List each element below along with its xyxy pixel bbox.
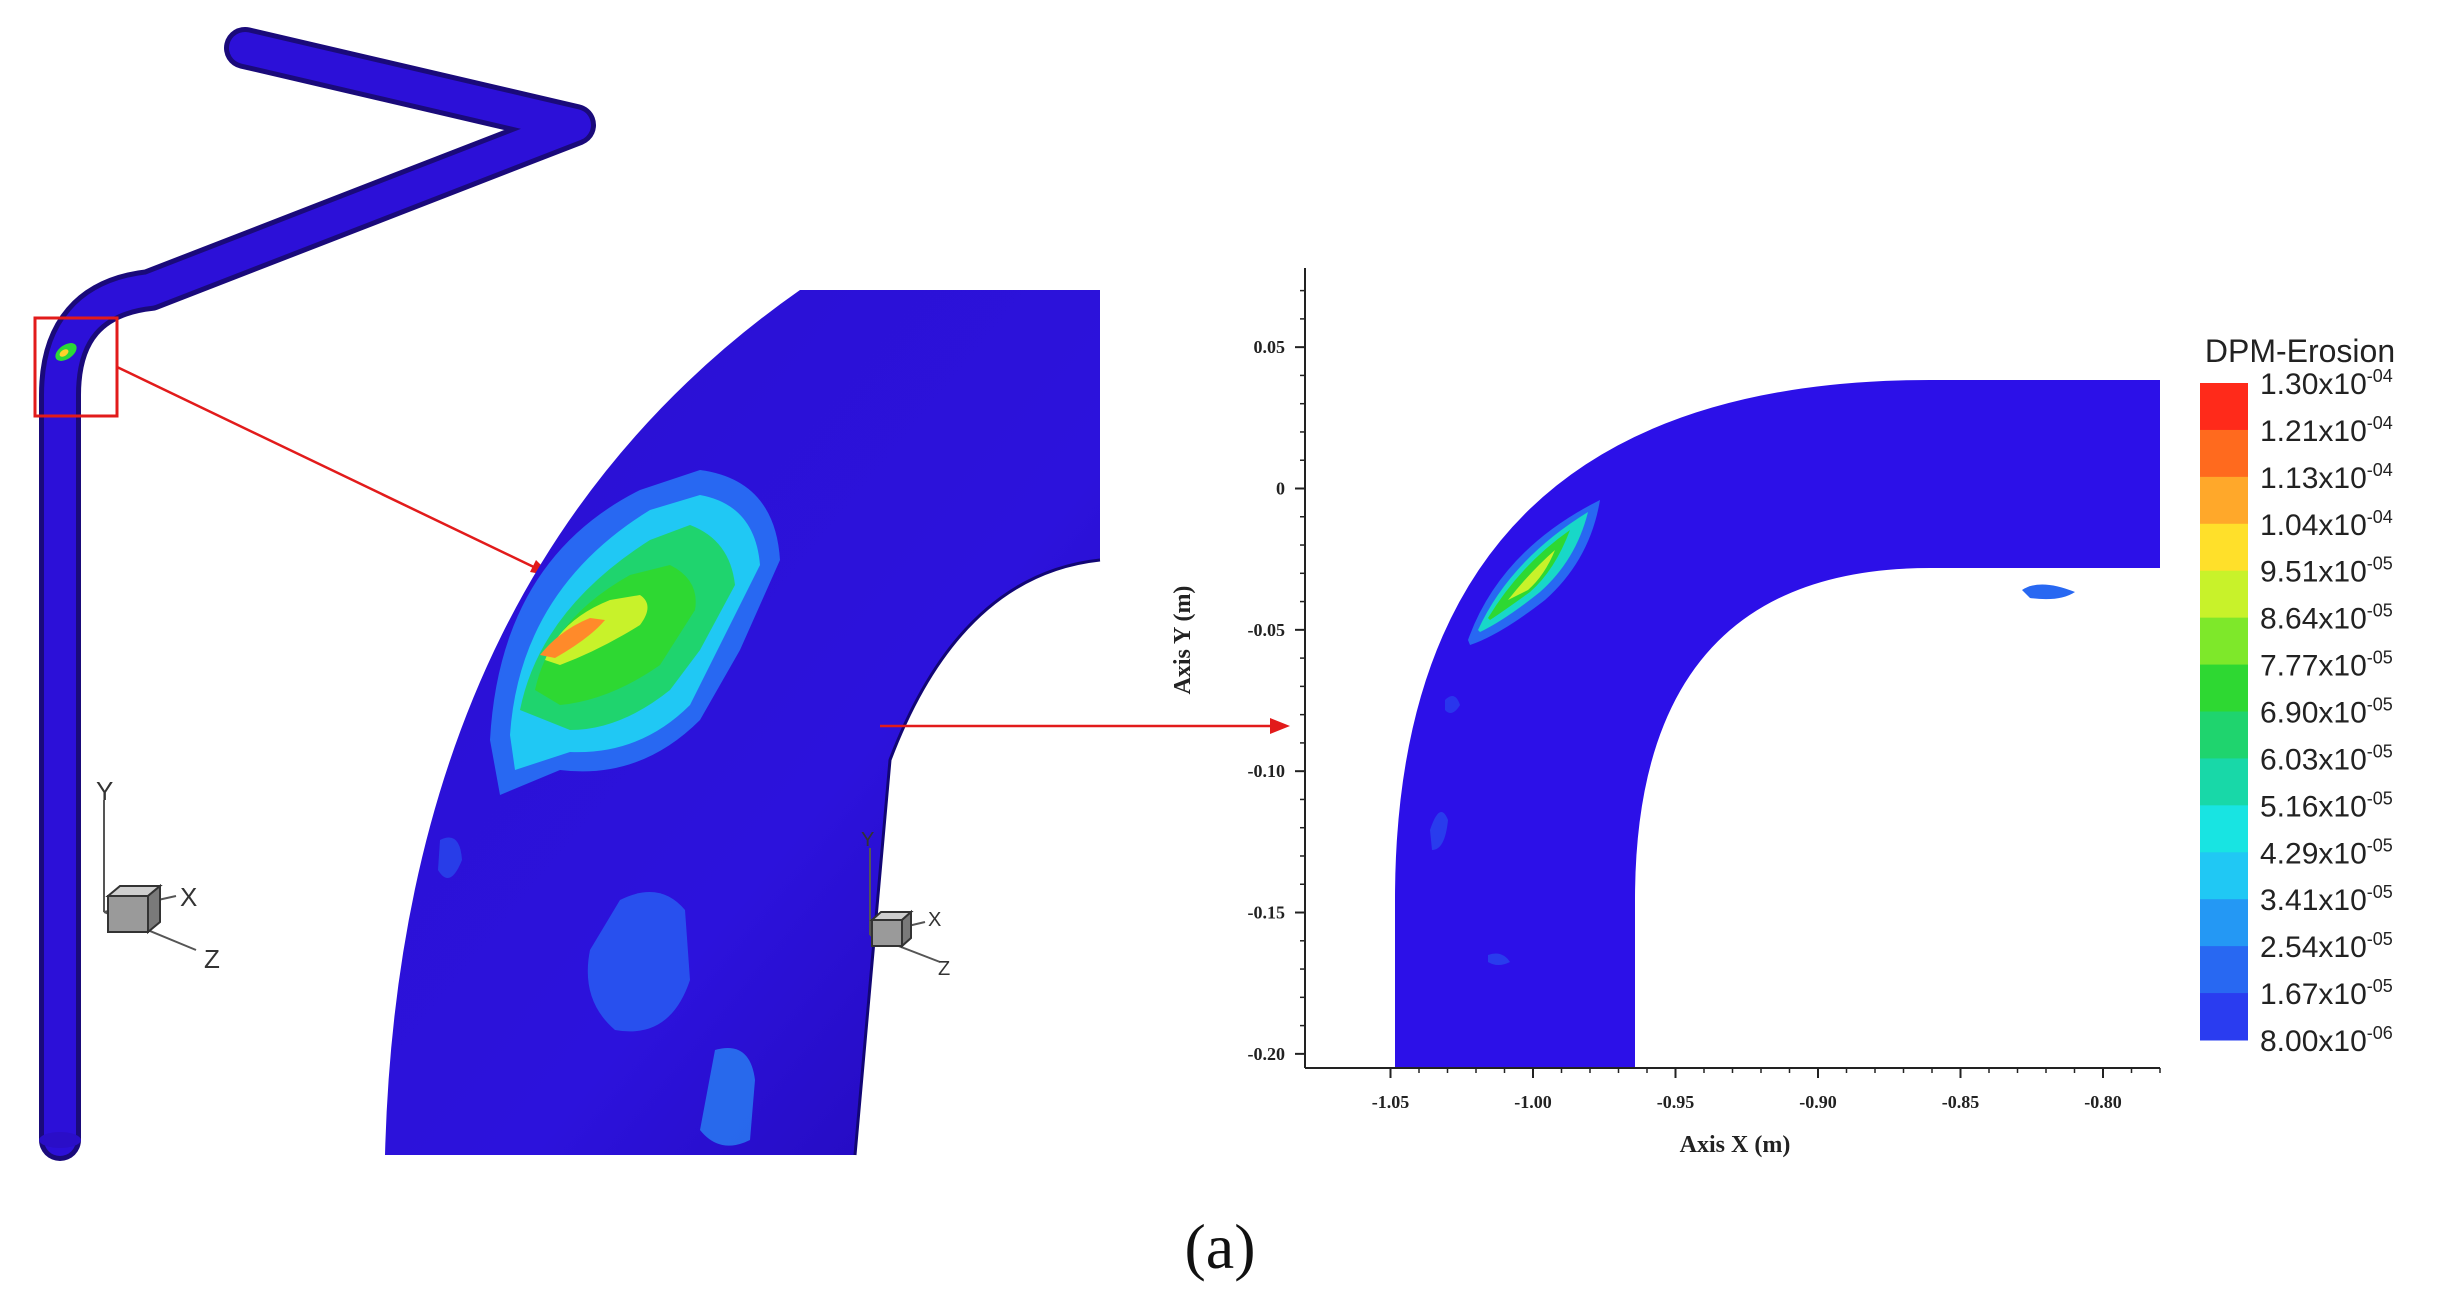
colorbar-title: DPM-Erosion	[2205, 333, 2395, 369]
y-tick-label: -0.10	[1248, 761, 1286, 781]
x-axis-label: Axis X (m)	[1680, 1132, 1791, 1158]
colorbar-label: 6.90x10-05	[2260, 695, 2393, 730]
colorbar-swatch	[2200, 523, 2248, 572]
colorbar-swatch	[2200, 711, 2248, 759]
x-tick-label: -0.80	[2084, 1092, 2122, 1112]
colorbar-swatches	[2200, 383, 2248, 1041]
plot-erosion-contours	[1430, 500, 2075, 965]
colorbar-swatch	[2200, 758, 2248, 806]
zoomed-erosion-contours	[438, 470, 780, 1146]
pipe-outlet-end	[39, 1132, 81, 1148]
colorbar-swatch	[2200, 899, 2248, 947]
colorbar-swatch	[2200, 383, 2248, 431]
colorbar-label: 4.29x10-05	[2260, 835, 2393, 870]
y-axis-label: Axis Y (m)	[1170, 586, 1196, 695]
colorbar-label: 1.67x10-05	[2260, 976, 2393, 1011]
triad-zoom-label-z: Z	[938, 958, 950, 980]
x-tick-label: -0.85	[1942, 1092, 1980, 1112]
callout-arrow-to-plot	[880, 718, 1290, 734]
colorbar-swatch	[2200, 993, 2248, 1041]
colorbar-label: 2.54x10-05	[2260, 929, 2393, 964]
y-tick-label: 0	[1276, 478, 1285, 498]
colorbar-swatch	[2200, 429, 2248, 478]
y-tick-label: -0.15	[1248, 903, 1286, 923]
colorbar-label: 8.00x10-06	[2260, 1023, 2393, 1058]
triad-label-z: Z	[204, 944, 220, 974]
x-tick-label: -1.05	[1372, 1092, 1410, 1112]
triad-zoom-label-x: X	[928, 909, 941, 931]
colorbar-label: 8.64x10-05	[2260, 601, 2393, 636]
triad-label-y: Y	[96, 776, 113, 806]
y-tick-label: 0.05	[1254, 337, 1286, 357]
axis-triad-zoom: Y X Z	[861, 829, 950, 980]
full-pipe-view	[33, 27, 596, 1161]
colorbar-label: 1.30x10-04	[2260, 366, 2393, 401]
x-ticks: -1.05 -1.00 -0.95 -0.90 -0.85 -0.80	[1372, 1068, 2161, 1112]
zoomed-elbow-view	[385, 290, 1101, 1156]
colorbar-swatch	[2200, 946, 2248, 994]
colorbar: DPM-Erosion 1.30x10-04 1.21x10-04 1.13x10-…	[2200, 333, 2395, 1058]
zoomed-elbow-surface	[385, 290, 1100, 1155]
axis-triad-full: Y X Z	[96, 776, 220, 974]
figure-caption: (a)	[1184, 1211, 1256, 1282]
triad-label-x: X	[180, 882, 197, 912]
y-ticks: 0.05 0 -0.05 -0.10 -0.15 -0.20	[1248, 289, 1305, 1064]
colorbar-swatch	[2200, 664, 2248, 712]
y-tick-label: -0.05	[1248, 620, 1286, 640]
colorbar-label: 7.77x10-05	[2260, 648, 2393, 683]
colorbar-label: 9.51x10-05	[2260, 554, 2393, 589]
x-tick-label: -0.95	[1657, 1092, 1695, 1112]
triad-zoom-label-y: Y	[861, 829, 874, 851]
colorbar-label: 1.04x10-04	[2260, 507, 2393, 542]
colorbar-label: 1.13x10-04	[2260, 460, 2393, 495]
triad-cube	[107, 895, 149, 933]
elbow-erosion-core	[59, 349, 69, 357]
colorbar-swatch	[2200, 805, 2248, 853]
contour-domain	[1395, 380, 2160, 1068]
colorbar-swatch	[2200, 570, 2248, 619]
callout-arrow-to-zoom	[116, 365, 552, 576]
contour-plot: -1.05 -1.00 -0.95 -0.90 -0.85 -0.80 0.05 0 -0.0…	[1170, 268, 2161, 1158]
colorbar-labels: 1.30x10-04 1.21x10-04 1.13x10-04 1.04x10-04…	[2260, 366, 2393, 1058]
colorbar-swatch	[2200, 617, 2248, 666]
x-tick-label: -1.00	[1514, 1092, 1552, 1112]
x-tick-label: -0.90	[1799, 1092, 1837, 1112]
colorbar-label: 5.16x10-05	[2260, 788, 2393, 823]
colorbar-swatch	[2200, 476, 2248, 525]
colorbar-label: 3.41x10-05	[2260, 882, 2393, 917]
colorbar-swatch	[2200, 852, 2248, 900]
colorbar-label: 1.21x10-04	[2260, 413, 2393, 448]
y-tick-label: -0.20	[1248, 1044, 1286, 1064]
colorbar-label: 6.03x10-05	[2260, 741, 2393, 776]
